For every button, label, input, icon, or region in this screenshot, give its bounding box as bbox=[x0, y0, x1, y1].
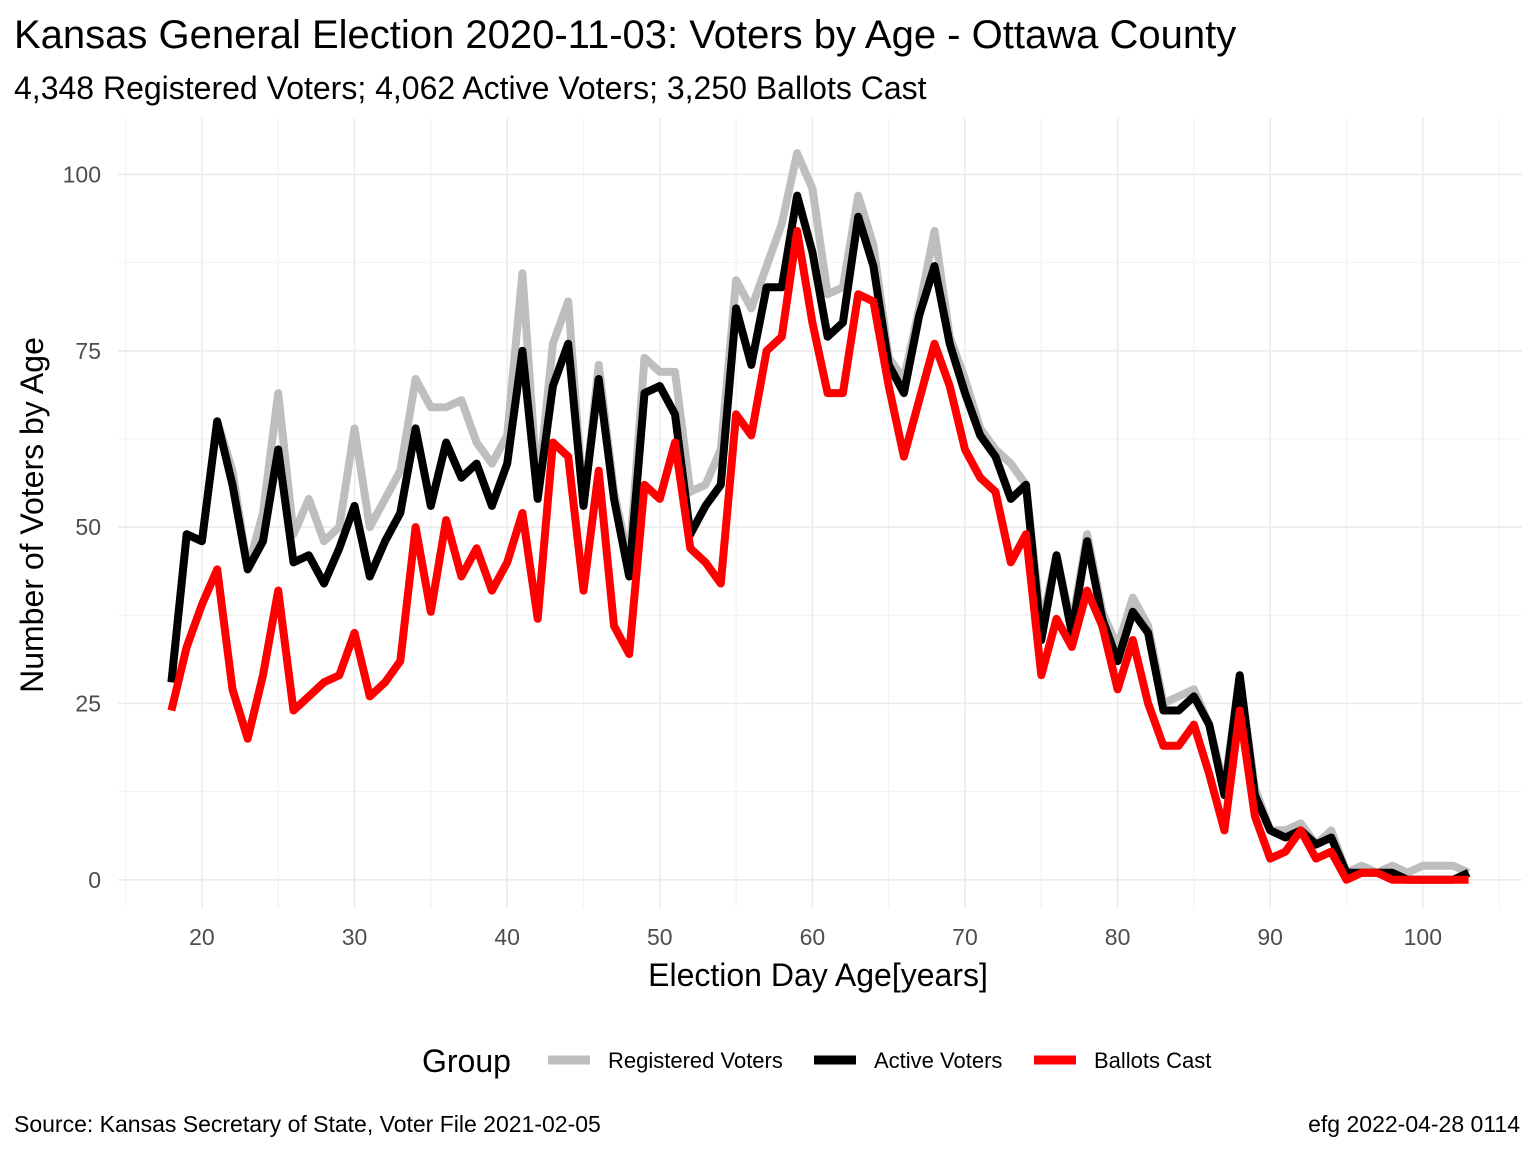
legend-label-registered-voters: Registered Voters bbox=[608, 1048, 783, 1073]
y-axis-title: Number of Voters by Age bbox=[14, 337, 50, 693]
legend: Group Registered Voters Active Voters Ball… bbox=[422, 1043, 1211, 1079]
x-tick-label: 40 bbox=[494, 924, 520, 950]
x-tick-label: 20 bbox=[189, 924, 215, 950]
y-tick-label: 0 bbox=[88, 867, 101, 893]
y-tick-label: 100 bbox=[63, 161, 101, 187]
x-tick-labels: 20 30 40 50 60 70 80 90 100 bbox=[189, 924, 1442, 950]
x-tick-label: 30 bbox=[342, 924, 368, 950]
x-tick-label: 80 bbox=[1105, 924, 1131, 950]
caption-source: Source: Kansas Secretary of State, Voter… bbox=[14, 1111, 601, 1137]
x-tick-label: 50 bbox=[647, 924, 673, 950]
legend-title: Group bbox=[422, 1043, 511, 1079]
x-tick-label: 70 bbox=[952, 924, 978, 950]
x-tick-label: 100 bbox=[1404, 924, 1442, 950]
series-line-ballots-cast bbox=[167, 226, 1469, 884]
chart-title: Kansas General Election 2020-11-03: Vote… bbox=[14, 13, 1236, 57]
legend-label-ballots-cast: Ballots Cast bbox=[1094, 1048, 1211, 1073]
x-tick-label: 60 bbox=[800, 924, 826, 950]
y-tick-label: 50 bbox=[75, 514, 101, 540]
legend-label-active-voters: Active Voters bbox=[874, 1048, 1002, 1073]
y-tick-labels: 0 25 50 75 100 bbox=[63, 161, 101, 892]
grid-lines bbox=[118, 118, 1522, 908]
caption-credit: efg 2022-04-28 0114 bbox=[1308, 1111, 1520, 1137]
series-lines bbox=[167, 149, 1471, 884]
series-line-registered-voters bbox=[167, 149, 1471, 877]
y-tick-label: 75 bbox=[75, 338, 101, 364]
x-axis-title: Election Day Age[years] bbox=[648, 957, 988, 993]
chart-subtitle: 4,348 Registered Voters; 4,062 Active Vo… bbox=[14, 70, 927, 106]
series-line-active-voters bbox=[167, 191, 1471, 884]
x-tick-label: 90 bbox=[1257, 924, 1283, 950]
y-tick-label: 25 bbox=[75, 690, 101, 716]
